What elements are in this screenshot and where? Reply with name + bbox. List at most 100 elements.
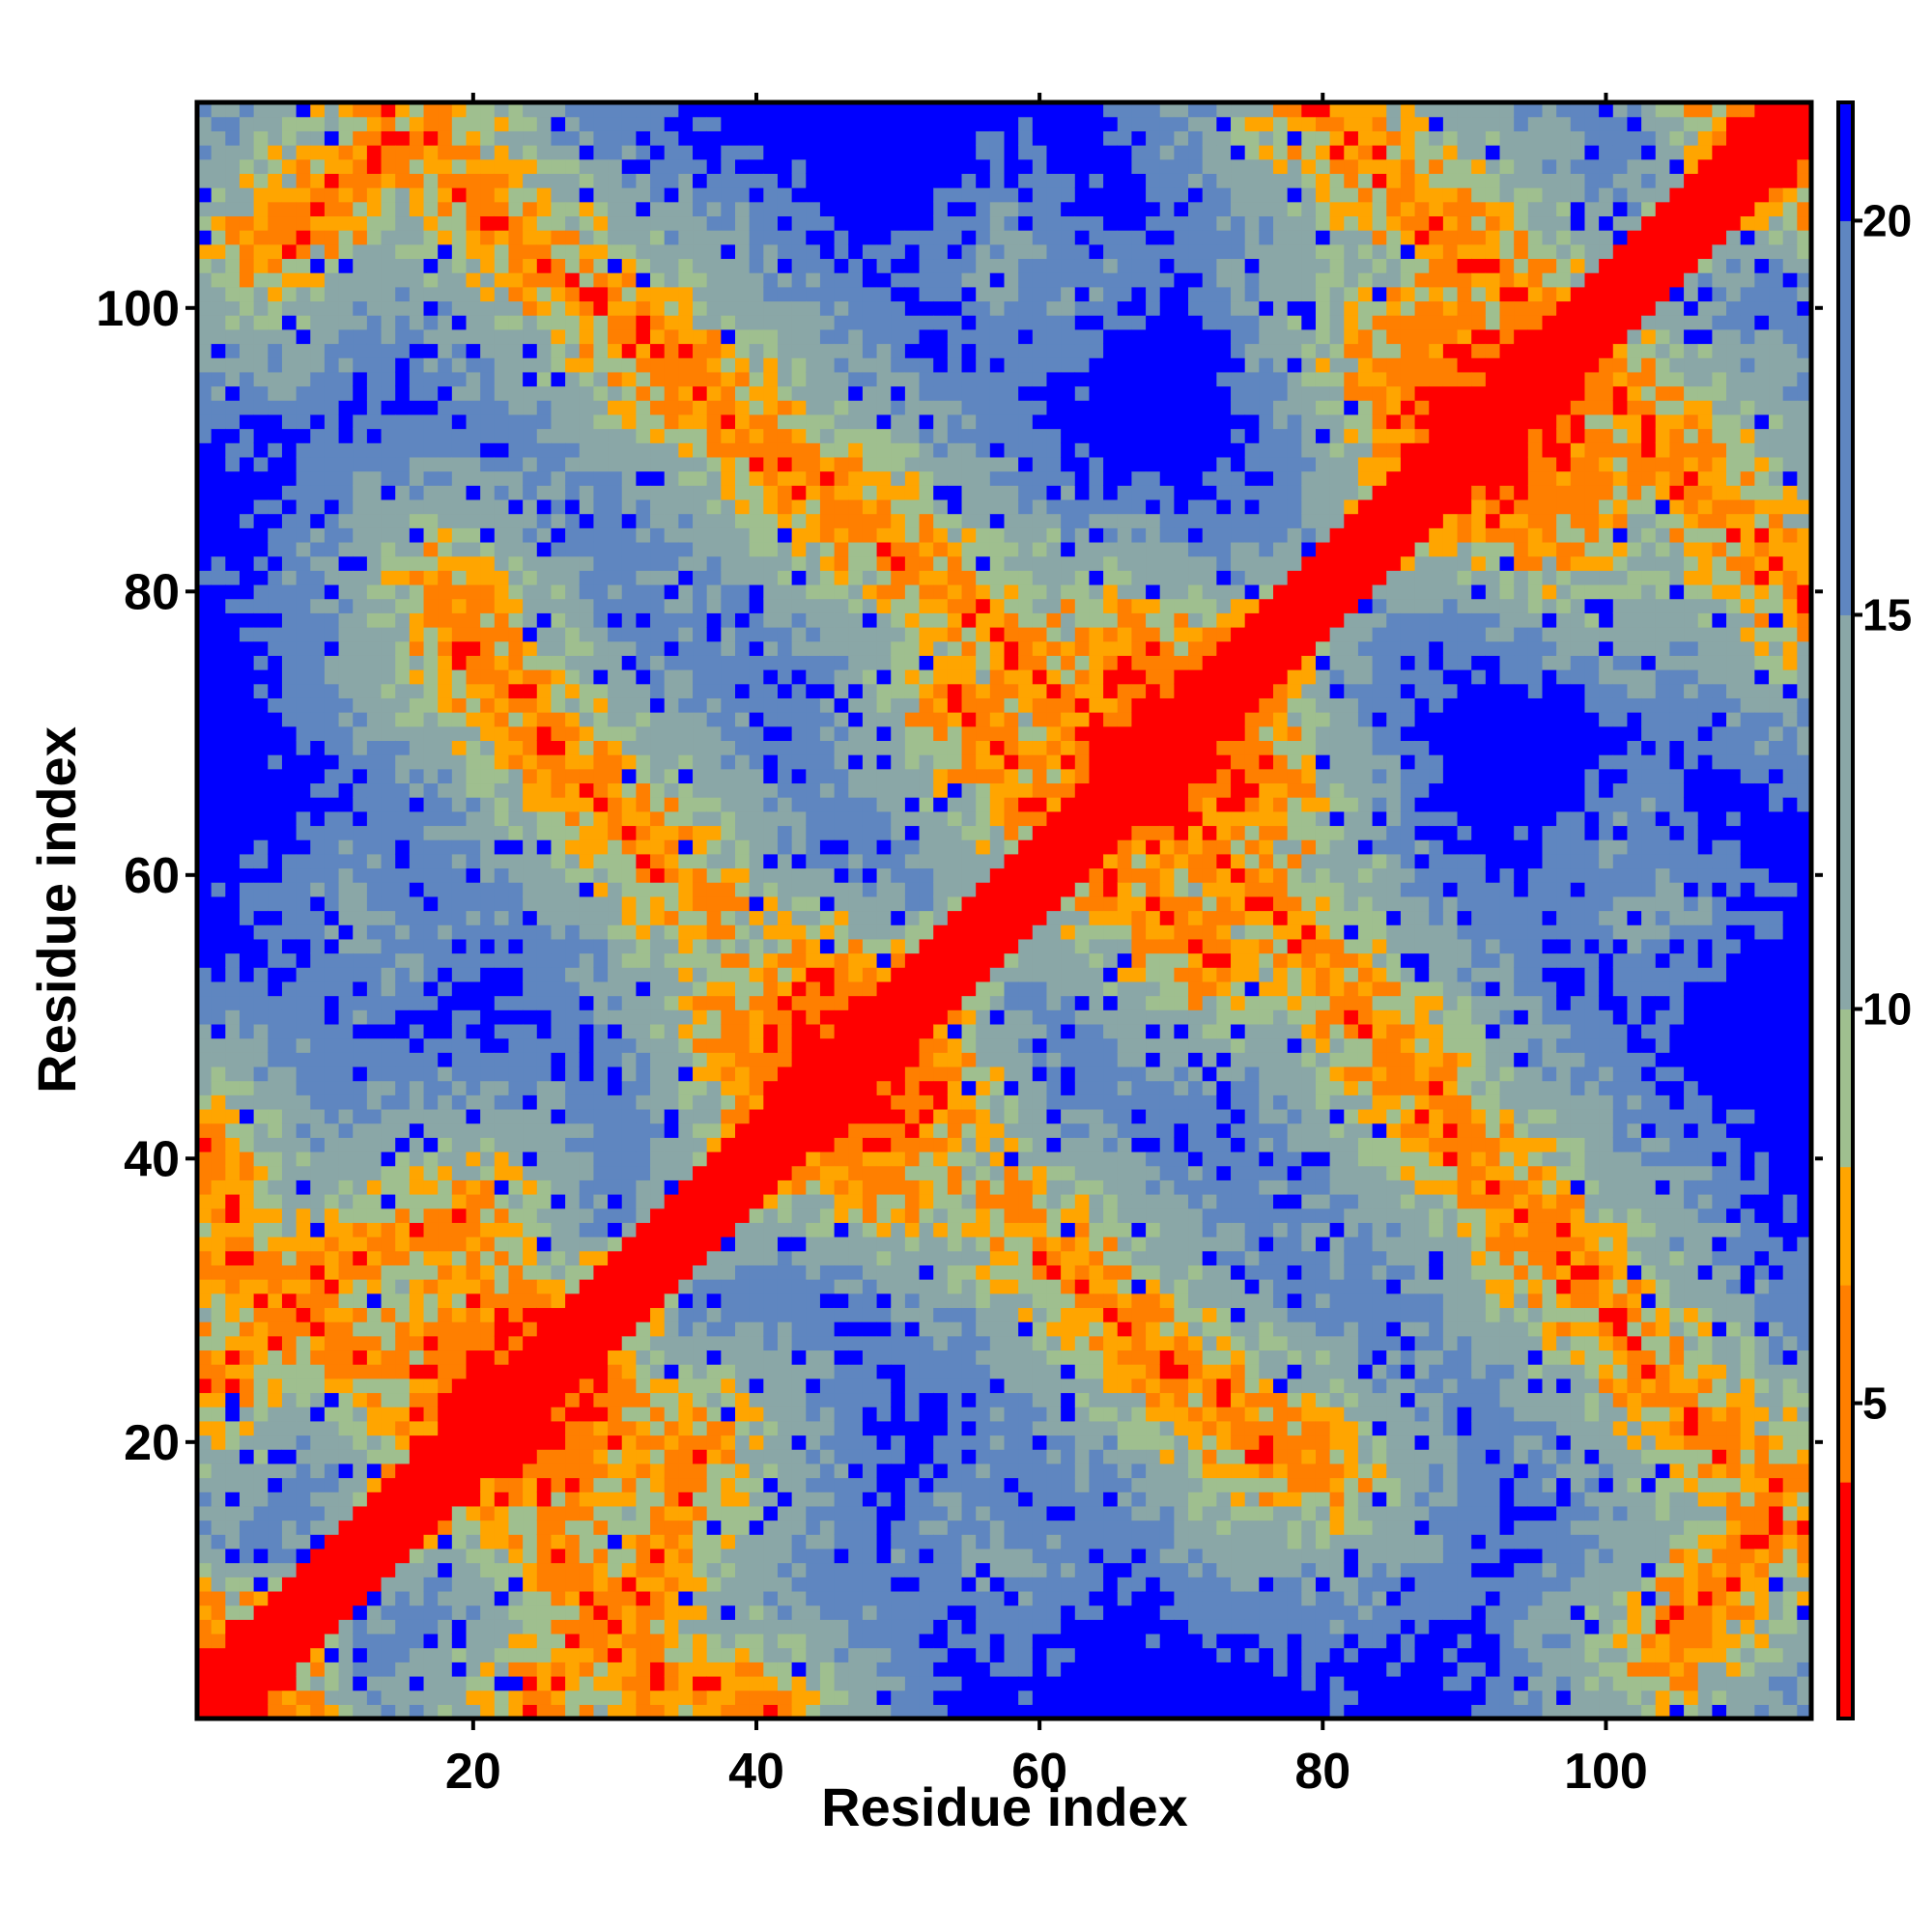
heatmap-cell xyxy=(381,1704,396,1719)
heatmap-cell xyxy=(791,768,807,784)
heatmap-cell xyxy=(310,1335,326,1351)
heatmap-cell xyxy=(409,1179,425,1195)
heatmap-cell xyxy=(693,1264,708,1280)
heatmap-cell xyxy=(579,1364,595,1379)
heatmap-cell xyxy=(281,286,298,302)
heatmap-cell xyxy=(579,315,595,330)
heatmap-cell xyxy=(197,1108,213,1124)
heatmap-cell xyxy=(565,116,581,131)
heatmap-cell xyxy=(310,1037,326,1053)
heatmap-cell xyxy=(536,527,553,543)
heatmap-cell xyxy=(423,853,439,869)
heatmap-cell xyxy=(551,640,566,656)
heatmap-cell xyxy=(296,683,311,698)
heatmap-cell xyxy=(253,612,269,628)
heatmap-cell xyxy=(324,655,340,670)
heatmap-cell xyxy=(438,1477,453,1492)
heatmap-cell xyxy=(536,1122,553,1138)
heatmap-cell xyxy=(536,230,553,245)
heatmap-cell xyxy=(565,1194,581,1209)
heatmap-cell xyxy=(353,541,368,557)
heatmap-cell xyxy=(310,1222,326,1237)
heatmap-cell xyxy=(409,882,425,897)
heatmap-cell xyxy=(253,315,269,330)
heatmap-cell xyxy=(791,1037,807,1053)
heatmap-cell xyxy=(296,712,311,727)
heatmap-cell xyxy=(664,1165,679,1180)
heatmap-cell xyxy=(239,1279,255,1294)
heatmap-cell xyxy=(281,725,298,741)
heatmap-cell xyxy=(678,697,694,713)
heatmap-cell xyxy=(253,1222,269,1237)
heatmap-cell xyxy=(409,1108,425,1124)
heatmap-cell xyxy=(395,1647,411,1662)
heatmap-cell xyxy=(225,1151,241,1167)
heatmap-cell xyxy=(763,1675,779,1691)
heatmap-cell xyxy=(324,1264,340,1280)
heatmap-cell xyxy=(621,201,637,217)
heatmap-cell xyxy=(268,1279,283,1294)
heatmap-cell xyxy=(749,1420,764,1436)
heatmap-cell xyxy=(466,1023,481,1039)
heatmap-cell xyxy=(693,258,708,273)
heatmap-cell xyxy=(706,158,722,174)
heatmap-cell xyxy=(763,315,779,330)
heatmap-cell xyxy=(523,328,538,345)
heatmap-cell xyxy=(466,1406,481,1422)
heatmap-cell xyxy=(197,655,213,670)
heatmap-cell xyxy=(608,1080,623,1095)
heatmap-cell xyxy=(281,797,298,812)
heatmap-cell xyxy=(494,258,510,273)
heatmap-cell xyxy=(678,428,694,443)
heatmap-cell xyxy=(268,1194,283,1209)
heatmap-cell xyxy=(523,740,538,755)
heatmap-cell xyxy=(721,1080,736,1095)
heatmap-cell xyxy=(281,1364,298,1379)
heatmap-cell xyxy=(395,1080,411,1095)
heatmap-cell xyxy=(523,1179,538,1195)
heatmap-cell xyxy=(565,513,581,528)
heatmap-cell xyxy=(296,697,311,713)
heatmap-cell xyxy=(480,1690,496,1705)
heatmap-cell xyxy=(593,555,609,571)
heatmap-cell xyxy=(338,315,354,330)
heatmap-cell xyxy=(197,470,213,486)
heatmap-cell xyxy=(466,1662,481,1677)
heatmap-cell xyxy=(409,300,425,316)
heatmap-cell xyxy=(508,967,524,982)
heatmap-cell xyxy=(253,1151,269,1167)
heatmap-cell xyxy=(451,1151,468,1167)
heatmap-cell xyxy=(693,1094,708,1110)
heatmap-cell xyxy=(806,456,821,472)
heatmap-cell xyxy=(579,1350,595,1365)
heatmap-cell xyxy=(735,1392,751,1407)
heatmap-cell xyxy=(508,583,524,600)
heatmap-cell xyxy=(806,782,821,798)
heatmap-cell xyxy=(366,1279,383,1294)
heatmap-cell xyxy=(268,498,283,515)
heatmap-cell xyxy=(593,1505,609,1521)
heatmap-cell xyxy=(296,1590,311,1606)
heatmap-cell xyxy=(353,527,368,543)
heatmap-cell xyxy=(310,867,326,883)
heatmap-cell xyxy=(508,541,524,557)
heatmap-cell xyxy=(466,1534,481,1549)
heatmap-cell xyxy=(664,498,679,515)
heatmap-cell xyxy=(310,712,326,727)
heatmap-cell xyxy=(494,669,510,685)
heatmap-cell xyxy=(451,1534,468,1549)
heatmap-cell xyxy=(536,1194,553,1209)
heatmap-cell xyxy=(664,470,679,486)
heatmap-cell xyxy=(338,1364,354,1379)
heatmap-cell xyxy=(239,116,255,131)
heatmap-cell xyxy=(438,215,453,231)
heatmap-cell xyxy=(693,1619,708,1634)
heatmap-cell xyxy=(310,725,326,741)
heatmap-cell xyxy=(395,230,411,245)
heatmap-cell xyxy=(366,1151,383,1167)
heatmap-cell xyxy=(565,413,581,430)
heatmap-cell xyxy=(480,258,496,273)
heatmap-cell xyxy=(480,1208,496,1223)
heatmap-cell xyxy=(749,1208,764,1223)
heatmap-cell xyxy=(197,1577,213,1592)
